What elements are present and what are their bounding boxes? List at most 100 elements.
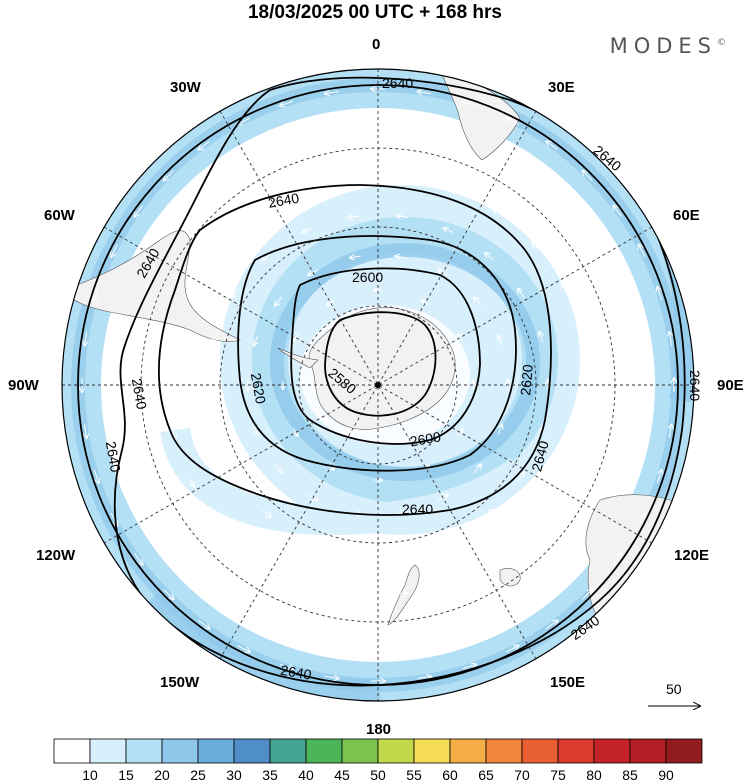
wind-arrow bbox=[395, 256, 407, 258]
colorbar-tick-label: 10 bbox=[82, 767, 98, 782]
wind-arrow bbox=[232, 288, 239, 298]
colorbar-tick-label: 55 bbox=[406, 767, 422, 782]
colorbar-swatch bbox=[485, 738, 523, 764]
wind-arrow bbox=[541, 567, 549, 575]
wind-arrow bbox=[562, 283, 566, 292]
wind-arrow bbox=[132, 327, 134, 338]
contour-label: 2600 bbox=[409, 428, 443, 449]
wind-arrow bbox=[190, 478, 194, 487]
wind-arrow bbox=[639, 244, 646, 258]
contour-label: 2640 bbox=[103, 440, 124, 474]
colorbar-tick-label: 15 bbox=[118, 767, 134, 782]
wind-arrow bbox=[474, 297, 482, 307]
colorbar-tick-label: 40 bbox=[298, 767, 314, 782]
wind-arrow bbox=[111, 244, 118, 257]
colorbar-tick-label: 65 bbox=[478, 767, 494, 782]
wind-arrow bbox=[172, 527, 179, 536]
wind-arrow bbox=[85, 424, 87, 438]
wind-arrow bbox=[254, 424, 258, 434]
wind-arrow bbox=[582, 589, 592, 600]
wind-arrow bbox=[302, 536, 312, 542]
colorbar-swatch bbox=[341, 738, 379, 764]
wind-arrow bbox=[296, 146, 306, 149]
wind-arrow bbox=[494, 210, 502, 216]
wind-arrow bbox=[638, 513, 645, 526]
colorbar-swatch bbox=[593, 738, 631, 764]
wind-arrow bbox=[473, 464, 481, 474]
wind-arrow bbox=[399, 176, 408, 177]
lon-label-90e: 90E bbox=[717, 377, 744, 394]
colorbar-tick-label: 60 bbox=[442, 767, 458, 782]
wind-arrow bbox=[254, 554, 262, 560]
wind-arrow bbox=[399, 136, 410, 137]
wind-arrow bbox=[347, 136, 357, 137]
colorbar-swatch bbox=[197, 738, 235, 764]
wind-arrow bbox=[448, 187, 457, 190]
wind-arrow bbox=[148, 481, 152, 491]
colorbar-swatch bbox=[557, 738, 595, 764]
wind-arrow bbox=[397, 216, 408, 218]
wind-arrow bbox=[164, 170, 174, 181]
wind-arrow bbox=[348, 216, 360, 218]
tasmania bbox=[499, 568, 521, 587]
wind-arrow bbox=[518, 289, 525, 298]
wind-arrow bbox=[462, 664, 476, 670]
wind-arrow bbox=[198, 619, 209, 628]
wind-arrow bbox=[348, 593, 357, 594]
copyright-mark: © bbox=[717, 38, 726, 48]
wind-arrow bbox=[255, 209, 263, 215]
wind-arrow bbox=[458, 334, 462, 342]
wind-arrow bbox=[218, 242, 225, 249]
wind-arrow bbox=[484, 510, 493, 518]
lon-label-60e: 60E bbox=[673, 207, 700, 224]
contour-2620 bbox=[237, 235, 517, 472]
wind-arrow bbox=[231, 472, 238, 481]
contour-label: 2640 bbox=[279, 662, 313, 683]
wind-arrow bbox=[94, 286, 100, 300]
contour-label: 2640 bbox=[382, 75, 413, 91]
lon-label-120e: 120E bbox=[674, 547, 709, 564]
australia bbox=[585, 494, 691, 645]
contour-label: 2640 bbox=[129, 377, 150, 411]
wind-arrow bbox=[669, 424, 671, 439]
wind-arrow bbox=[324, 676, 339, 678]
lon-label-150e: 150E bbox=[550, 674, 585, 691]
wind-arrow bbox=[350, 256, 361, 258]
colorbar-swatch bbox=[53, 738, 91, 764]
wind-arrow bbox=[213, 427, 216, 439]
wind-arrow bbox=[133, 553, 142, 564]
wind-arrow bbox=[485, 253, 494, 261]
wind-arrow bbox=[134, 205, 144, 216]
wind-arrow bbox=[582, 171, 593, 181]
africa-tip bbox=[439, 69, 521, 161]
colorbar-swatch bbox=[665, 738, 703, 764]
lon-label-180: 180 bbox=[366, 721, 391, 738]
wind-arrow bbox=[443, 537, 454, 543]
wind-arrow bbox=[279, 663, 293, 668]
south-pole-marker bbox=[375, 382, 381, 388]
wind-arrow bbox=[132, 431, 134, 442]
wind-arrow bbox=[302, 227, 313, 233]
wind-arrow bbox=[612, 553, 621, 565]
antarctic-peninsula bbox=[277, 347, 319, 369]
wind-arrow bbox=[451, 146, 461, 149]
wind-arrow bbox=[327, 301, 335, 305]
brand-name: MODES bbox=[609, 34, 717, 58]
wind-arrow bbox=[148, 278, 152, 288]
contour-2640-inner bbox=[157, 184, 552, 516]
colorbar-swatch bbox=[89, 738, 127, 764]
contour-label: 2620 bbox=[517, 364, 536, 397]
wind-arrow bbox=[294, 428, 298, 436]
colorbar-tick-label: 20 bbox=[154, 767, 170, 782]
wind-arrow bbox=[493, 555, 501, 561]
wind-arrow bbox=[581, 431, 583, 440]
wind-arrow bbox=[532, 242, 539, 250]
wind-arrow bbox=[280, 100, 294, 105]
wind-arrow bbox=[207, 195, 215, 203]
wind-arrow bbox=[163, 589, 174, 599]
wind-arrow bbox=[295, 621, 306, 624]
wind-arrow bbox=[506, 118, 519, 125]
colorbar-swatch bbox=[305, 738, 343, 764]
graticule bbox=[62, 69, 694, 701]
